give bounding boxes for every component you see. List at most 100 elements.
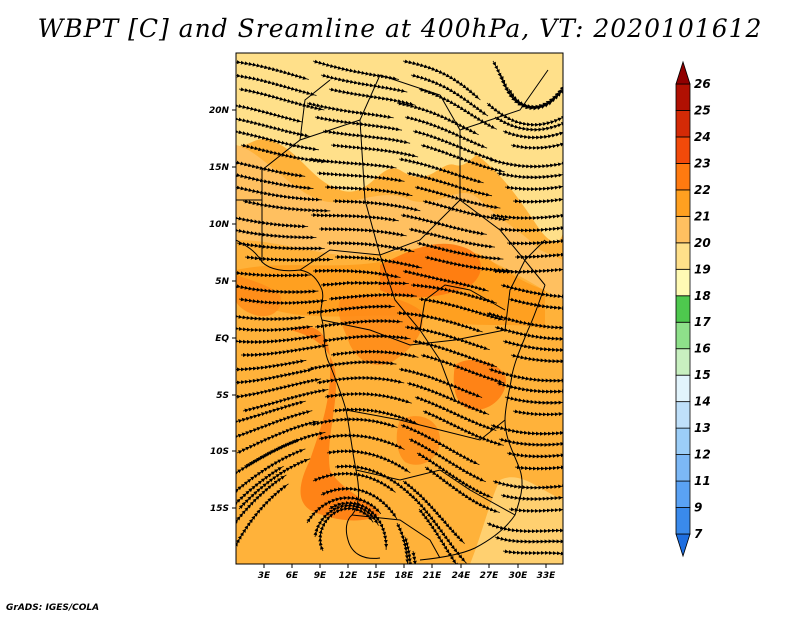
colorbar-label: 17 <box>694 315 711 329</box>
streamline <box>316 171 405 183</box>
border-13 <box>419 284 506 331</box>
streamline <box>236 325 313 333</box>
streamline <box>322 129 411 144</box>
latitude-axis: 20N 15N 10N 5N EQ 5S 10S 15S <box>209 106 236 514</box>
colorbar-segment <box>675 480 691 508</box>
streamline <box>498 223 563 233</box>
colorbar-label: 7 <box>694 527 703 541</box>
lat-label-15n: 15N <box>209 163 230 173</box>
streamline <box>236 185 322 202</box>
border-3 <box>459 199 546 286</box>
colorbar-segment <box>675 83 691 111</box>
streamline <box>310 417 398 428</box>
streamline <box>488 157 563 169</box>
streamline <box>502 549 563 561</box>
streamline <box>310 213 399 222</box>
lon-label-3e: 3E <box>258 571 271 581</box>
lat-label-5s: 5S <box>216 391 229 401</box>
streamline <box>314 115 403 132</box>
streamline <box>508 297 563 311</box>
colorbar-label: 22 <box>694 183 711 197</box>
wbpt-region-medium-band <box>236 145 563 300</box>
colorbar-label: 13 <box>694 421 711 435</box>
lon-label-27e: 27E <box>480 571 500 581</box>
lon-label-24e: 24E <box>452 571 472 581</box>
streamline <box>504 179 563 192</box>
lon-label-33e: 33E <box>537 571 557 581</box>
streamline <box>508 507 563 513</box>
streamline <box>490 423 563 436</box>
streamline <box>241 344 329 358</box>
streamline <box>318 506 374 552</box>
streamline <box>397 536 413 564</box>
colorbar-segment <box>675 401 691 429</box>
colorbar-segment <box>675 507 691 535</box>
streamline <box>512 407 563 417</box>
streamline <box>324 185 413 197</box>
longitude-axis: 3E 6E 9E 12E 15E 18E 21E 24E 27E 30E 33E <box>258 564 556 581</box>
colorbar-label: 14 <box>694 395 711 409</box>
lon-label-30e: 30E <box>509 571 529 581</box>
map-title: WBPT [C] and Sreamline at 400hPa, VT: 20… <box>37 14 763 43</box>
lon-label-21e: 21E <box>423 571 443 581</box>
streamline <box>236 241 325 251</box>
border-6 <box>459 69 549 131</box>
colorbar-segment <box>675 454 691 482</box>
streamline <box>418 508 468 564</box>
streamline <box>236 483 289 551</box>
lon-label-12e: 12E <box>339 571 359 581</box>
lat-label-20n: 20N <box>209 106 230 116</box>
streamline <box>324 391 412 404</box>
colorbar-label: 16 <box>694 342 711 356</box>
border-5 <box>359 119 381 256</box>
streamline <box>335 254 423 269</box>
streamline <box>236 283 319 295</box>
streamline <box>490 212 563 221</box>
colorbar-segment <box>675 60 691 85</box>
streamline <box>236 213 309 229</box>
streamline <box>316 375 405 385</box>
streamline <box>314 318 403 329</box>
streamline <box>330 349 419 358</box>
streamline <box>496 169 563 180</box>
lon-label-18e: 18E <box>395 571 415 581</box>
coastline-west <box>236 239 381 559</box>
colorbar-label: 18 <box>694 289 711 303</box>
colorbar-segment <box>675 268 691 297</box>
streamline <box>236 311 305 322</box>
streamline <box>308 157 397 170</box>
colorbar-segment <box>675 321 691 350</box>
coastline-east <box>419 284 546 561</box>
country-borders <box>236 69 549 561</box>
colorbar-label: 25 <box>694 103 711 117</box>
streamline <box>236 359 307 372</box>
lat-label-10s: 10S <box>210 447 229 457</box>
border-12 <box>504 239 546 331</box>
streamline <box>510 353 563 364</box>
streamline <box>308 360 397 371</box>
colorbar-label: 26 <box>694 77 711 91</box>
lon-label-15e: 15E <box>367 571 387 581</box>
colorbar-segment <box>675 242 691 270</box>
streamline <box>500 493 563 502</box>
map-frame <box>235 52 564 565</box>
streamline <box>238 297 327 306</box>
colorbar-label: 24 <box>694 130 711 144</box>
colorbar-label: 15 <box>694 368 711 382</box>
streamline <box>306 304 395 315</box>
streamline <box>502 339 563 353</box>
colorbar-segment <box>675 374 691 403</box>
streamline <box>330 143 419 158</box>
streamline <box>506 450 563 459</box>
streamlines <box>236 59 563 564</box>
colorbar-label: 20 <box>694 236 711 250</box>
colorbar-label: 9 <box>694 501 702 515</box>
streamline <box>510 131 563 150</box>
streamline <box>488 367 563 383</box>
border-10 <box>355 469 516 516</box>
border-11 <box>351 514 441 559</box>
streamline <box>328 292 417 301</box>
colorbar-label: 21 <box>694 209 711 223</box>
streamline <box>322 334 411 343</box>
